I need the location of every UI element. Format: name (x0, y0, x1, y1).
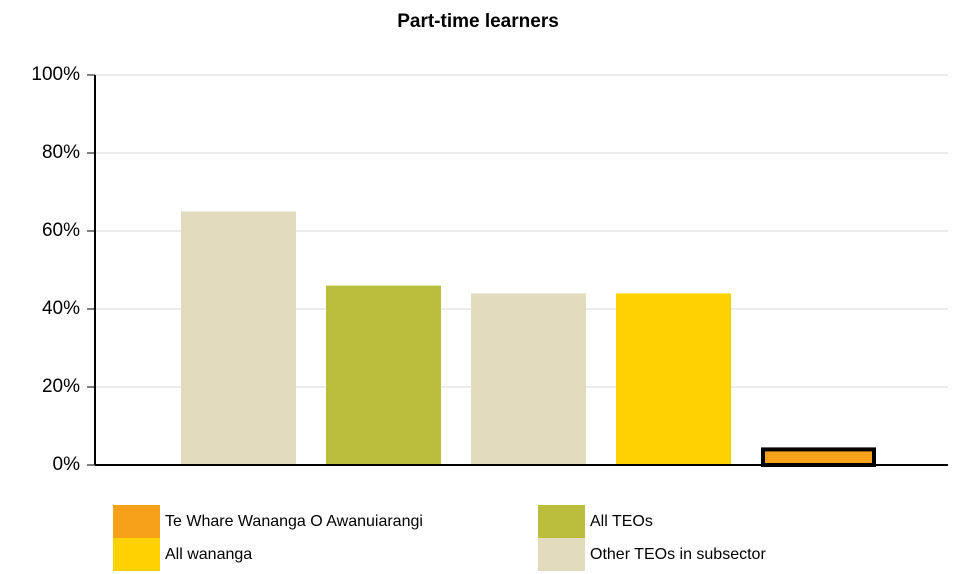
legend-label: All TEOs (590, 513, 653, 530)
bar (471, 293, 586, 465)
y-tick-label: 0% (53, 454, 81, 475)
bar (616, 293, 731, 465)
legend-label: All wananga (165, 546, 252, 563)
legend-swatch (538, 505, 585, 538)
y-tick-label: 40% (42, 298, 80, 319)
legend-swatch (113, 538, 160, 571)
legend-swatch (538, 538, 585, 571)
chart-title: Part-time learners (397, 11, 559, 32)
legend-swatch (113, 505, 160, 538)
legend-label: Te Whare Wananga O Awanuiarangi (165, 513, 423, 530)
y-tick-label: 100% (31, 64, 80, 85)
y-tick-label: 60% (42, 220, 80, 241)
bar (761, 447, 876, 467)
bar (181, 211, 296, 465)
bar (326, 285, 441, 465)
y-tick-label: 20% (42, 376, 80, 397)
legend-label: Other TEOs in subsector (590, 546, 766, 563)
y-tick-label: 80% (42, 142, 80, 163)
